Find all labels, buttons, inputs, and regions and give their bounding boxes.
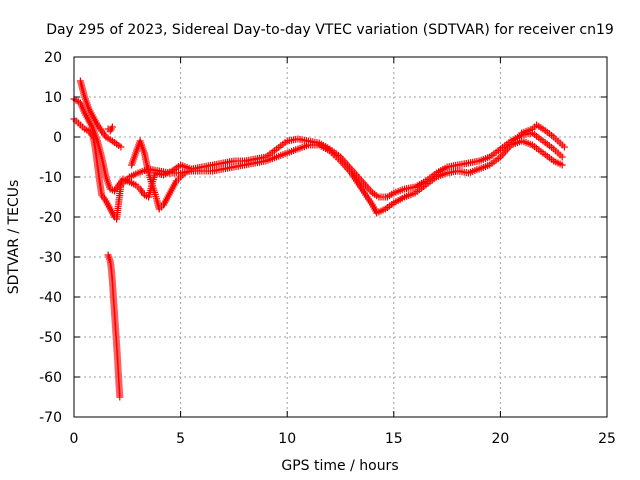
x-tick-label: 5 — [176, 431, 185, 447]
marker-path-curve-e — [128, 137, 189, 213]
series-curve-c — [76, 77, 125, 151]
y-tick-label: -40 — [39, 290, 62, 306]
y-tick-label: -30 — [39, 250, 62, 266]
x-tick-label: 25 — [598, 431, 616, 447]
series-curve-a — [70, 95, 566, 201]
y-axis-label: SDTVAR / TECUs — [6, 180, 22, 295]
series-curve-f — [104, 123, 116, 135]
marker-path-curve-g — [518, 121, 568, 151]
x-tick-label: 0 — [70, 431, 79, 447]
y-tick-label: 20 — [44, 50, 62, 66]
marker-path-curve-a — [70, 95, 566, 201]
x-tick-label: 20 — [491, 431, 509, 447]
y-tick-label: -10 — [39, 170, 62, 186]
marker-path-curve-d — [104, 251, 124, 401]
y-tick-label: 10 — [44, 90, 62, 106]
plot-frame — [73, 56, 608, 418]
y-tick-label: -60 — [39, 370, 62, 386]
y-tick-label: -20 — [39, 210, 62, 226]
x-axis-label: GPS time / hours — [281, 458, 398, 474]
series-curve-d — [104, 251, 124, 401]
x-tick-label: 15 — [385, 431, 403, 447]
grid-lines — [74, 57, 607, 417]
series-curve-g — [518, 121, 568, 151]
axis-ticks: 0 5 10 15 20 25 -70 -60 -50 -40 -30 -20 -10 0 10 20 — [39, 50, 616, 447]
chart-title: Day 295 of 2023, Sidereal Day-to-day VTE… — [46, 22, 614, 38]
y-tick-label: -50 — [39, 330, 62, 346]
data-points — [70, 77, 568, 401]
marker-path-curve-f — [104, 123, 116, 135]
y-tick-label: -70 — [39, 410, 62, 426]
marker-path-curve-c — [76, 77, 125, 151]
y-tick-label: 0 — [53, 130, 62, 146]
x-tick-label: 10 — [278, 431, 296, 447]
series-curve-e — [128, 137, 189, 213]
